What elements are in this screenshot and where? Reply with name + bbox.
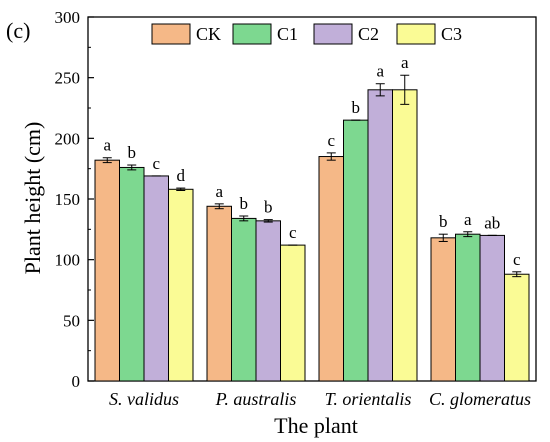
significance-letter: c <box>289 223 297 242</box>
x-axis-title: The plant <box>274 413 358 438</box>
bar <box>94 159 120 382</box>
significance-letter: b <box>352 98 361 117</box>
significance-letter: ab <box>484 213 500 232</box>
bar <box>392 89 418 382</box>
significance-letter: c <box>327 131 335 150</box>
bar <box>430 237 456 382</box>
significance-letter: b <box>264 198 273 217</box>
legend-swatch <box>313 23 353 45</box>
significance-letter: a <box>215 182 223 201</box>
legend-swatch <box>151 23 191 45</box>
significance-letter: a <box>376 62 384 81</box>
legend-swatch <box>396 23 436 45</box>
bar <box>455 233 481 382</box>
bar <box>231 217 257 382</box>
x-category-label: T. orientalis <box>325 389 412 409</box>
significance-letter: a <box>401 53 409 72</box>
bar <box>119 166 145 382</box>
significance-letter: c <box>152 154 160 173</box>
bar <box>343 119 369 382</box>
x-category-label: C. glomeratus <box>429 389 531 409</box>
panel-label: (c) <box>6 18 30 43</box>
significance-letter: b <box>240 194 249 213</box>
bar <box>479 234 505 382</box>
y-tick-label: 0 <box>72 372 81 391</box>
bar <box>504 273 530 382</box>
bar <box>367 89 393 382</box>
bar <box>206 205 232 382</box>
legend-label: C1 <box>277 24 298 44</box>
y-tick-label: 150 <box>55 190 81 209</box>
significance-letter: d <box>177 166 186 185</box>
bar <box>143 175 169 382</box>
legend-label: CK <box>196 24 221 44</box>
y-tick-label: 250 <box>55 69 81 88</box>
y-tick-label: 300 <box>55 8 81 27</box>
y-tick-label: 100 <box>55 251 81 270</box>
y-tick-label: 200 <box>55 129 81 148</box>
axes-group: 0 50 100 150 200 250 300 S. validus P. australis… <box>55 8 537 409</box>
significance-letter: b <box>128 143 137 162</box>
y-tick-label: 50 <box>63 311 80 330</box>
significance-letter: b <box>439 212 448 231</box>
significance-letter: a <box>464 210 472 229</box>
bar <box>168 188 194 382</box>
legend-label: C2 <box>358 24 379 44</box>
significance-letter: a <box>103 136 111 155</box>
significance-letter: c <box>513 250 521 269</box>
bar <box>280 244 306 382</box>
legend: CK C1 C2 C3 <box>151 23 462 45</box>
y-axis-title: Plant height (cm) <box>20 122 45 275</box>
bar <box>255 220 281 382</box>
x-category-label: S. validus <box>109 389 179 409</box>
legend-swatch <box>232 23 272 45</box>
x-category-label: P. australis <box>215 389 297 409</box>
bar <box>318 156 344 382</box>
legend-label: C3 <box>441 24 462 44</box>
